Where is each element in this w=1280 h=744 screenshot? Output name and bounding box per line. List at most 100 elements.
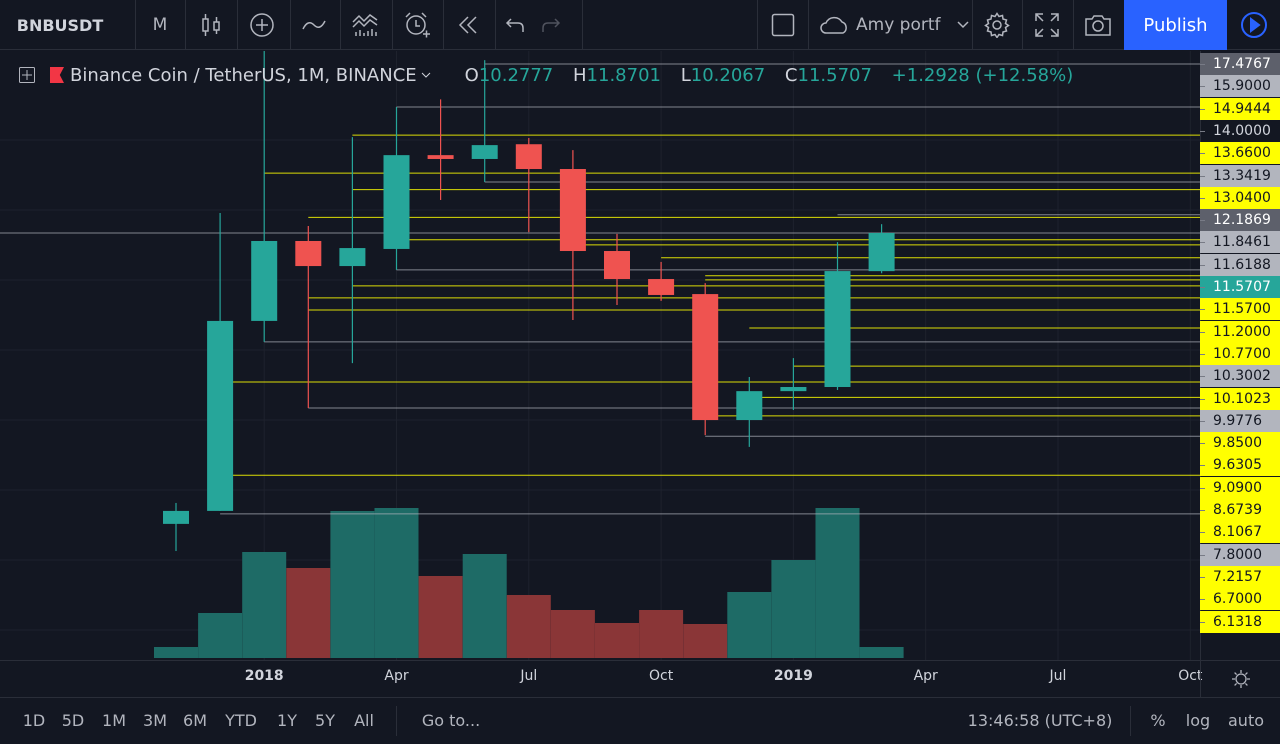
flag-icon[interactable] [50,67,64,83]
gear-icon[interactable] [975,0,1019,50]
alarm-icon[interactable] [395,0,439,50]
clock[interactable]: 13:46:58 (UTC+8) [967,711,1113,730]
close-value: 11.5707 [797,64,872,86]
undo-icon[interactable] [500,0,530,50]
auto-toggle[interactable]: auto [1227,711,1265,730]
time-label: Oct [1178,668,1203,684]
volume-bar [506,595,551,658]
candle-body [207,320,234,511]
price-chart[interactable] [0,0,1200,660]
redo-icon[interactable] [536,0,566,50]
financials-icon[interactable] [343,0,387,50]
volume-bar [198,613,243,658]
fullscreen-icon[interactable] [1025,0,1069,50]
candle-body [868,233,895,272]
divider [340,0,341,50]
log-toggle[interactable]: log [1185,711,1211,730]
divider [808,0,809,50]
divider [582,0,583,50]
chevron-down-icon[interactable] [421,72,431,78]
axis-settings-icon[interactable] [1200,660,1280,697]
time-label: Jul [520,668,538,684]
volume-bar [771,560,816,658]
candle-body [648,279,675,295]
volume-bar [418,576,463,658]
price-label: 14.0000 [1200,120,1280,142]
price-label: 11.8461 [1200,231,1280,254]
price-label: 7.2157 [1200,565,1280,588]
low-value: 10.2067 [690,64,766,86]
chevron-down-icon [956,21,969,29]
range-1d[interactable]: 1D [22,711,46,730]
volume-bar [639,610,684,658]
camera-icon[interactable] [1076,0,1120,50]
price-label: 9.0900 [1200,476,1280,499]
change-value: +1.2928 (+12.58%) [891,64,1074,86]
percent-toggle[interactable]: % [1150,711,1166,730]
top-toolbar: BNBUSDT M Amy portf Publish [0,0,1280,50]
divider [290,0,291,50]
candle-body [251,240,278,321]
time-label: Oct [648,668,674,684]
symbol-search[interactable]: BNBUSDT [16,15,104,35]
divider [396,706,397,736]
candle-body [780,387,807,392]
volume-bar [462,554,507,658]
replay-icon[interactable] [447,0,489,50]
price-label: 11.6188 [1200,253,1280,276]
range-1m[interactable]: 1M [102,711,126,730]
price-label: 13.6600 [1200,142,1280,165]
chart-legend: Binance Coin / TetherUS, 1M, BINANCE O10… [18,62,1087,88]
divider [757,0,758,50]
layout-selector[interactable]: Amy portf [812,0,972,50]
range-1y[interactable]: 1Y [277,711,297,730]
divider [972,0,973,50]
candle-body [427,155,454,159]
range-all[interactable]: All [354,711,374,730]
volume-bar [683,624,728,658]
indicator-wave-icon[interactable] [293,0,335,50]
divider [1022,0,1023,50]
time-axis[interactable] [0,660,1200,697]
range-6m[interactable]: 6M [183,711,207,730]
range-5y[interactable]: 5Y [315,711,335,730]
divider [392,0,393,50]
candle-body [559,169,586,252]
collapse-plus-icon[interactable] [18,66,36,84]
divider [237,0,238,50]
symbol-title[interactable]: Binance Coin / TetherUS, 1M, BINANCE [70,64,417,86]
goto-button[interactable]: Go to... [421,711,481,730]
price-label: 11.5707 [1200,276,1280,298]
candle-body [692,294,719,421]
time-label: 2018 [244,668,284,684]
layout-square-icon[interactable] [762,0,804,50]
candle-body [604,251,630,280]
candles-icon[interactable] [190,0,232,50]
candle-body [383,155,410,249]
candle-body [736,391,763,421]
price-label: 7.8000 [1200,543,1280,566]
price-label: 10.3002 [1200,365,1280,388]
layout-name: Amy portf [856,15,941,35]
divider [185,0,186,50]
price-label: 14.9444 [1200,97,1280,120]
divider [1130,706,1131,736]
publish-button[interactable]: Publish [1124,0,1227,50]
price-label: 13.3419 [1200,164,1280,187]
play-icon[interactable] [1227,0,1280,50]
range-5d[interactable]: 5D [61,711,85,730]
divider [495,0,496,50]
interval-button[interactable]: M [152,15,168,35]
range-3m[interactable]: 3M [143,711,167,730]
candle-body [824,271,851,388]
add-compare-icon[interactable] [240,0,284,50]
candle-body [295,240,322,267]
bottom-toolbar: 1D 5D 1M 3M 6M YTD 1Y 5Y All Go to... 13… [0,697,1280,743]
volume-bar [374,508,419,658]
range-ytd[interactable]: YTD [225,711,257,730]
candle-body [163,510,189,524]
price-label: 13.0400 [1200,186,1280,209]
price-label: 17.4767 [1200,53,1280,75]
high-value: 11.8701 [586,64,661,86]
price-label: 6.1318 [1200,610,1280,633]
